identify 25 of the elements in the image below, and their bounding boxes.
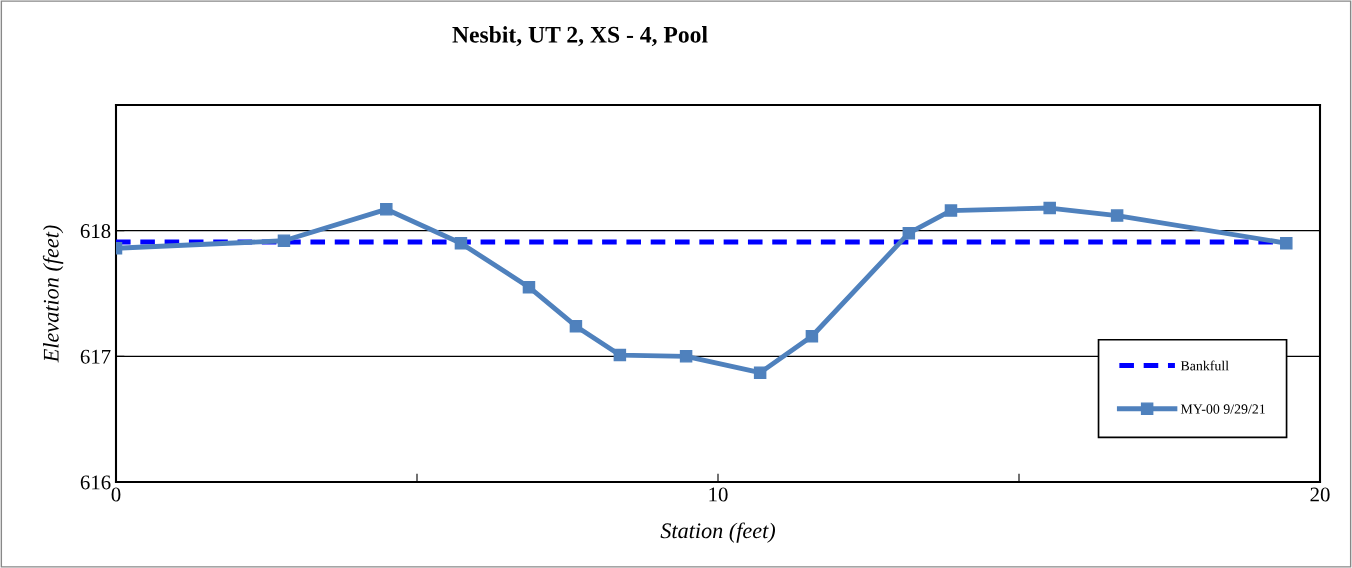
x-tick-label: 20 (1310, 487, 1330, 502)
x-tick-label: 10 (709, 487, 728, 502)
chart-title: Nesbit, UT 2, XS - 4, Pool (452, 26, 708, 47)
point (613, 348, 627, 362)
point (805, 329, 819, 343)
point (1043, 201, 1056, 215)
point (380, 203, 393, 216)
legend-label: Bankfull (1180, 360, 1229, 371)
point (1110, 209, 1124, 222)
y-axis-title: Elevation (feet) (42, 225, 64, 363)
point (679, 350, 693, 363)
point (944, 204, 958, 217)
x-axis-title: Station (feet) (660, 522, 776, 543)
point (454, 236, 468, 250)
point (522, 280, 536, 294)
point (902, 226, 916, 240)
y-tick-label: 618 (80, 224, 111, 239)
point (1280, 236, 1293, 250)
point (569, 319, 583, 333)
point (277, 234, 291, 247)
point (753, 366, 767, 379)
legend-label: MY-00 9/29/21 (1180, 404, 1265, 414)
y-tick-label: 616 (80, 475, 111, 490)
y-tick-label: 617 (80, 349, 111, 364)
x-tick-label: 0 (111, 487, 121, 502)
